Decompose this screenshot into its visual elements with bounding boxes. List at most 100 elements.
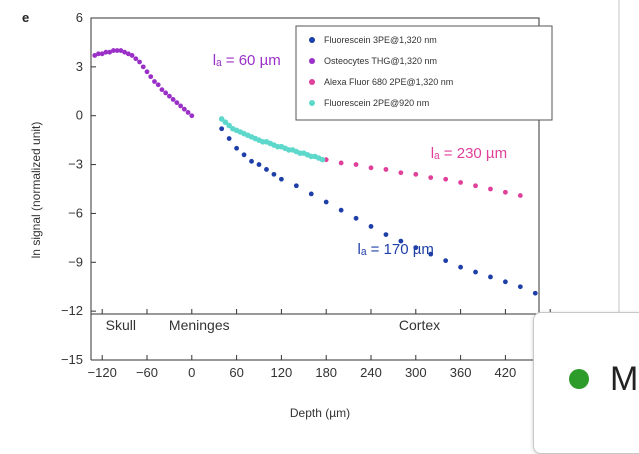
data-point (181, 106, 187, 112)
data-point (353, 162, 359, 167)
data-point (189, 113, 195, 119)
data-point (174, 100, 180, 106)
data-point (428, 251, 434, 257)
legend-marker (309, 37, 315, 43)
data-point (319, 156, 326, 163)
legend-entry: Fluorescein 2PE@920 nm (324, 98, 429, 108)
data-point (428, 175, 434, 181)
data-point (338, 207, 344, 213)
panel-edge (618, 0, 620, 312)
region-label: Meninges (169, 317, 230, 333)
data-point (323, 199, 329, 205)
x-ticks: −120−600601201802403003604204 (88, 309, 554, 380)
data-point (443, 258, 449, 264)
data-point (264, 167, 269, 172)
data-point (159, 87, 165, 93)
x-tick-label: 0 (188, 365, 195, 380)
data-point (413, 171, 419, 177)
data-point (133, 56, 139, 62)
x-tick-label: −120 (88, 365, 117, 380)
decay-annotation: lₐ = 60 µm (213, 52, 281, 69)
x-tick-label: 420 (495, 365, 517, 380)
x-tick-label: 120 (271, 365, 293, 380)
data-point (178, 103, 184, 109)
data-point (137, 59, 142, 65)
legend: Fluorescein 3PE@1,320 nm Osteocytes THG@1… (295, 25, 553, 121)
data-point (383, 232, 389, 238)
data-point (218, 116, 225, 122)
x-tick-label: 300 (405, 365, 427, 380)
data-point (383, 167, 389, 172)
data-point (353, 215, 359, 221)
data-point (152, 79, 157, 84)
data-point (99, 51, 105, 57)
data-point (256, 162, 262, 167)
legend-entry: Alexa Fluor 680 2PE@1,320 nm (324, 77, 453, 87)
data-point (170, 97, 176, 102)
data-point (458, 180, 463, 185)
decay-annotation: lₐ = 230 µm (431, 145, 507, 162)
data-point (92, 53, 98, 58)
y-tick-label: 0 (76, 108, 83, 123)
x-tick-label: 240 (360, 365, 382, 380)
decay-annotations: lₐ = 60 µm lₐ = 230 µm lₐ = 170 µm (213, 52, 507, 258)
data-point (249, 158, 254, 164)
y-tick-label: −15 (61, 352, 83, 367)
y-axis-label: ln signal (normalized unit) (29, 122, 43, 259)
region-label: Skull (106, 317, 136, 333)
data-point (368, 224, 374, 229)
data-point (398, 238, 404, 244)
data-point (226, 136, 232, 141)
legend-marker (309, 58, 315, 64)
y-tick-label: −6 (68, 205, 83, 220)
y-tick-label: −12 (61, 303, 83, 318)
data-point (148, 74, 154, 80)
data-point (114, 48, 120, 53)
data-point (413, 245, 419, 251)
data-point (271, 171, 277, 177)
data-point (226, 122, 232, 129)
decay-annotation: lₐ = 170 µm (358, 241, 434, 258)
y-tick-label: 3 (76, 59, 83, 74)
data-point (473, 269, 478, 275)
data-point (293, 183, 299, 189)
data-point (167, 93, 172, 99)
data-point (488, 186, 493, 192)
data-point (122, 49, 127, 55)
data-point (185, 110, 191, 115)
legend-marker (309, 79, 315, 85)
legend-entry: Osteocytes THG@1,320 nm (324, 56, 437, 66)
data-point (323, 157, 329, 163)
data-point (517, 193, 523, 198)
data-point (155, 82, 161, 88)
x-axis-label: Depth (µm) (290, 406, 350, 420)
data-point (118, 48, 124, 53)
data-point (163, 90, 169, 96)
x-tick-label: 60 (229, 365, 243, 380)
x-tick-label: −60 (136, 365, 158, 380)
data-point (103, 49, 109, 55)
data-point (473, 183, 478, 189)
data-point (398, 170, 404, 176)
data-point (125, 51, 131, 57)
data-point (368, 165, 374, 171)
y-ticks: 6 3 0 −3 −6 −9 −12 −15 (61, 10, 96, 367)
overlay-card[interactable]: M (533, 312, 639, 454)
data-point (222, 119, 229, 126)
x-tick-label: 180 (315, 365, 337, 380)
data-point (140, 64, 146, 70)
data-point (488, 274, 493, 280)
data-point (308, 191, 314, 197)
data-point (338, 160, 344, 166)
legend-marker (309, 100, 315, 106)
data-point (219, 126, 225, 132)
data-points (92, 48, 538, 296)
data-point (96, 51, 101, 57)
data-point (503, 189, 508, 195)
x-tick-label: 360 (450, 365, 472, 380)
region-labels: Skull Meninges Cortex (106, 317, 440, 333)
chart: e ln signal (normalized unit) Depth (µm)… (22, 10, 554, 420)
data-point (129, 53, 135, 58)
region-label: Cortex (399, 317, 440, 333)
data-point (503, 279, 508, 285)
